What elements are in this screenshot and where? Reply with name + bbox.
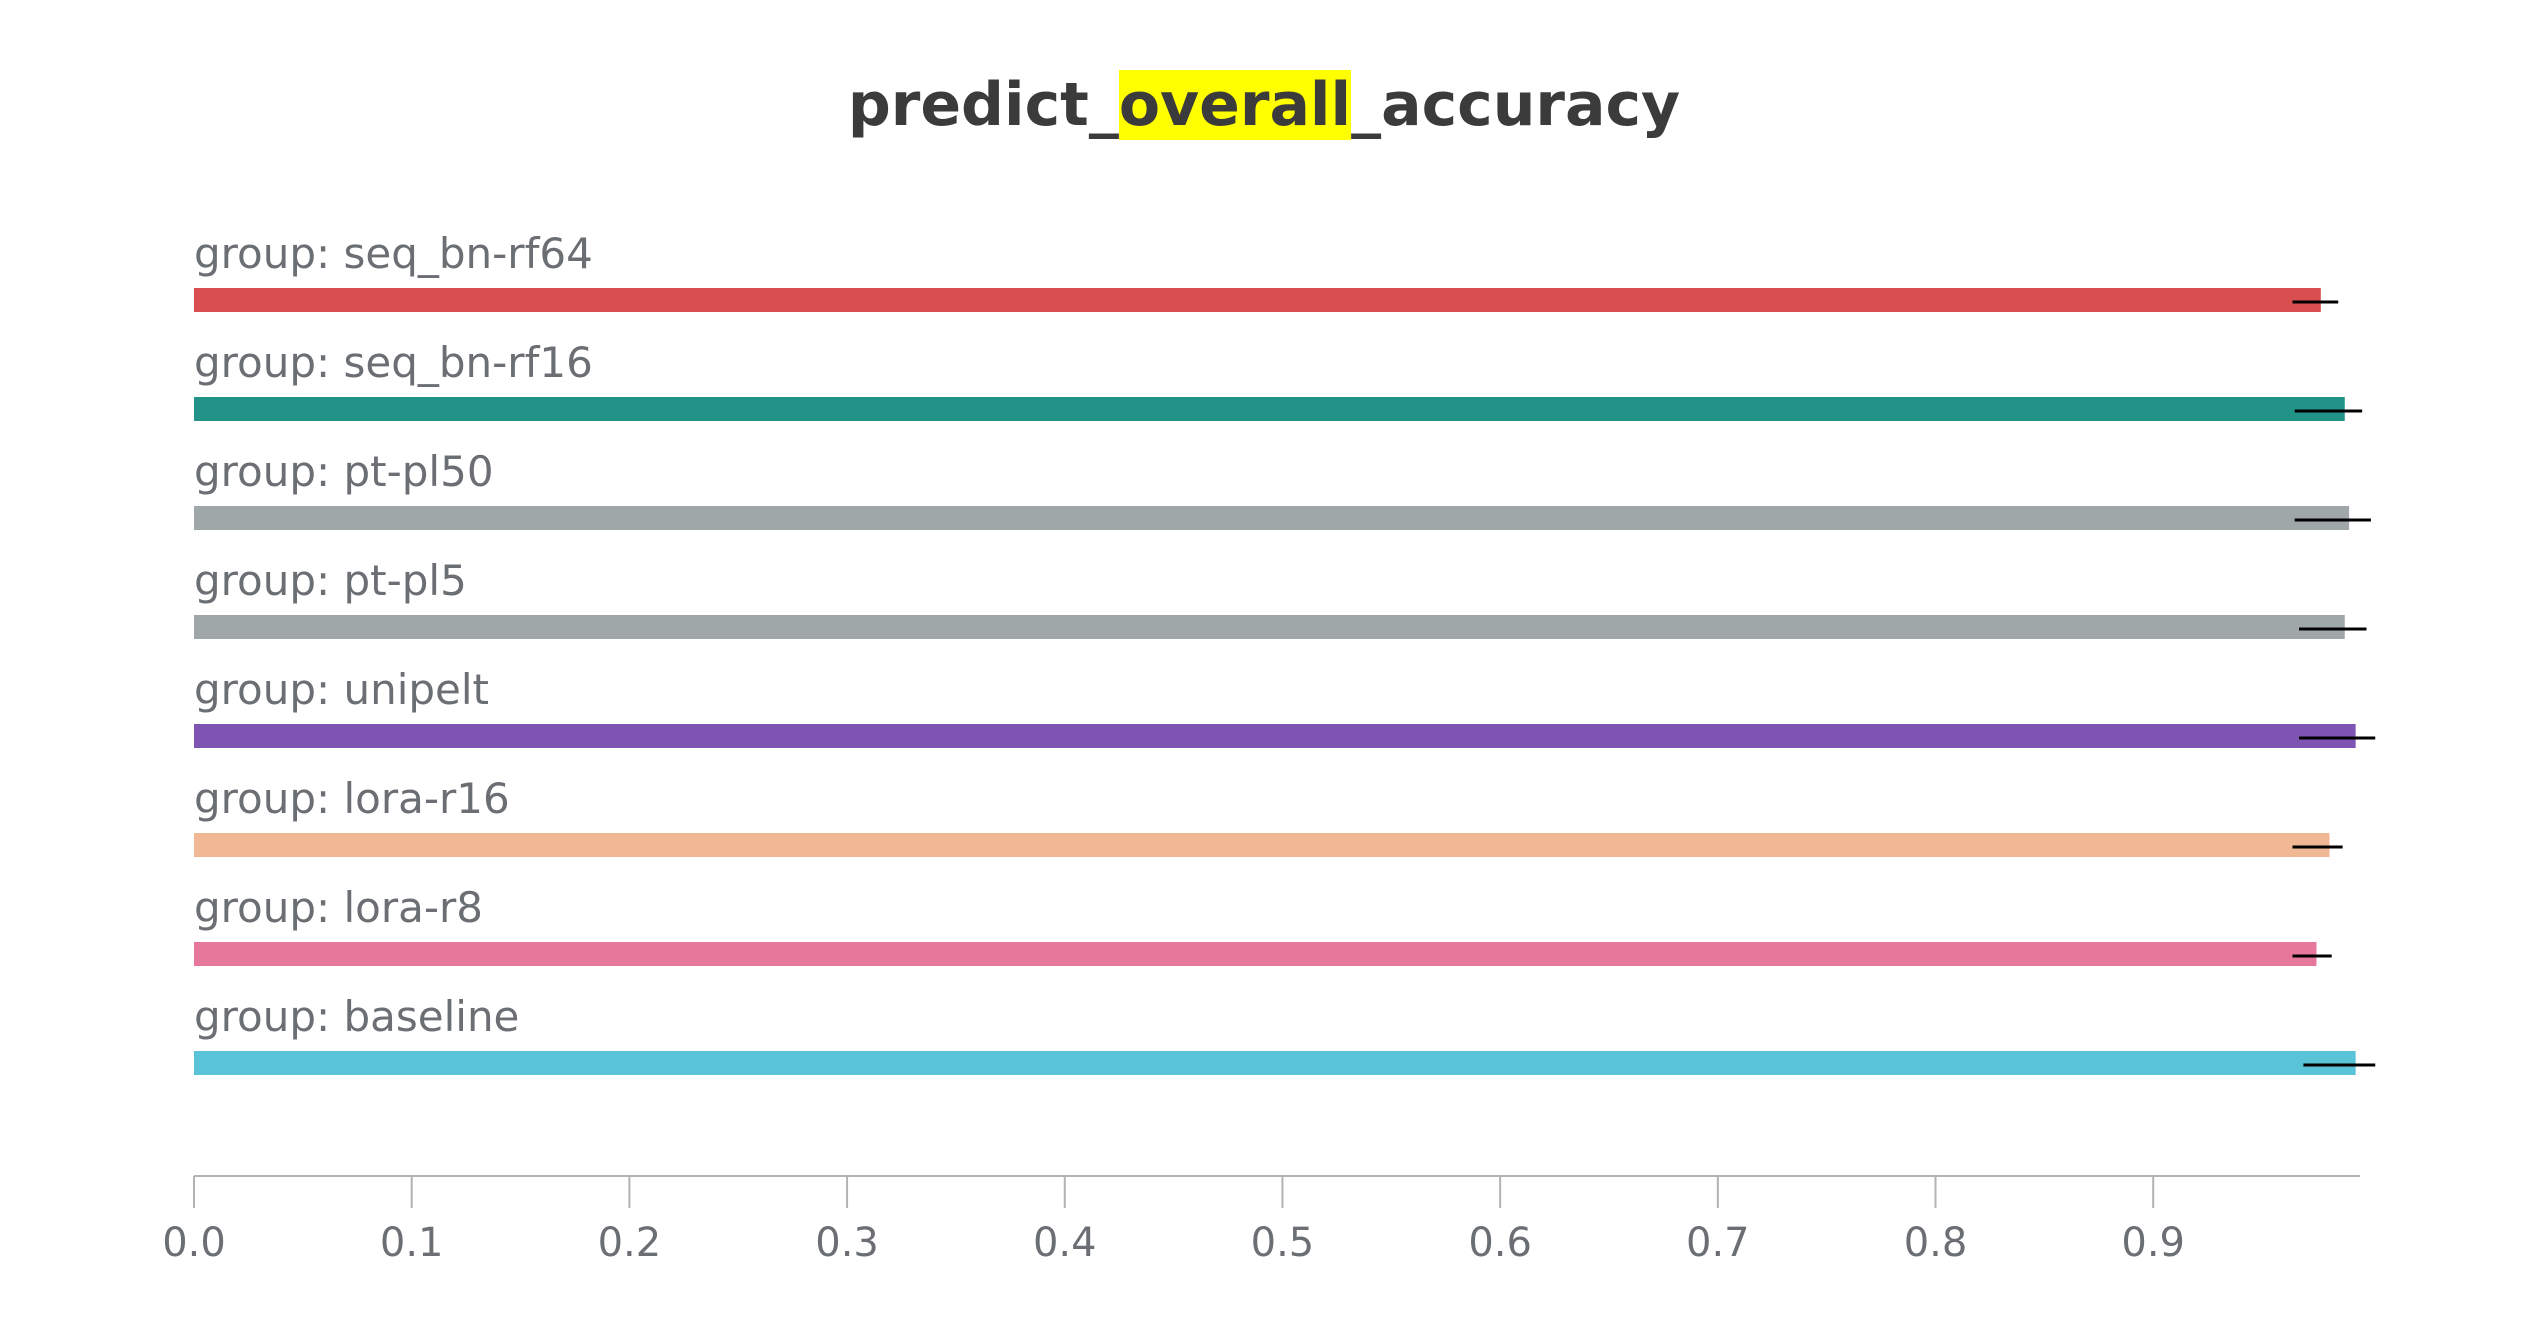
bar-label: group: lora-r8 [194, 883, 483, 932]
bar-label: group: seq_bn-rf16 [194, 338, 593, 387]
bar [194, 942, 2317, 966]
x-tick-label: 0.0 [162, 1220, 226, 1266]
bar-label: group: unipelt [194, 665, 489, 714]
title-suffix: _accuracy [1351, 70, 1681, 140]
x-tick-label: 0.7 [1686, 1220, 1750, 1266]
bar-label: group: seq_bn-rf64 [194, 229, 593, 278]
x-tick-label: 0.9 [2121, 1220, 2185, 1266]
bar-label: group: pt-pl5 [194, 556, 467, 605]
bar [194, 506, 2350, 530]
bar [194, 833, 2330, 857]
bar-label: group: baseline [194, 992, 519, 1041]
bar-label: group: lora-r16 [194, 774, 510, 823]
x-tick-label: 0.2 [598, 1220, 662, 1266]
x-tick-label: 0.4 [1033, 1220, 1097, 1266]
bar [194, 288, 2321, 312]
x-tick-label: 0.3 [815, 1220, 879, 1266]
bar [194, 615, 2345, 639]
x-tick-label: 0.6 [1468, 1220, 1532, 1266]
x-tick-label: 0.1 [380, 1220, 444, 1266]
bar-label: group: pt-pl50 [194, 447, 494, 496]
title-highlight: overall [1118, 70, 1352, 140]
bar [194, 397, 2345, 421]
chart-title: predict_overall_accuracy [0, 70, 2528, 140]
bar [194, 724, 2356, 748]
x-tick-label: 0.8 [1904, 1220, 1968, 1266]
bar [194, 1051, 2356, 1075]
x-tick-label: 0.5 [1251, 1220, 1315, 1266]
title-prefix: predict_ [847, 70, 1119, 140]
